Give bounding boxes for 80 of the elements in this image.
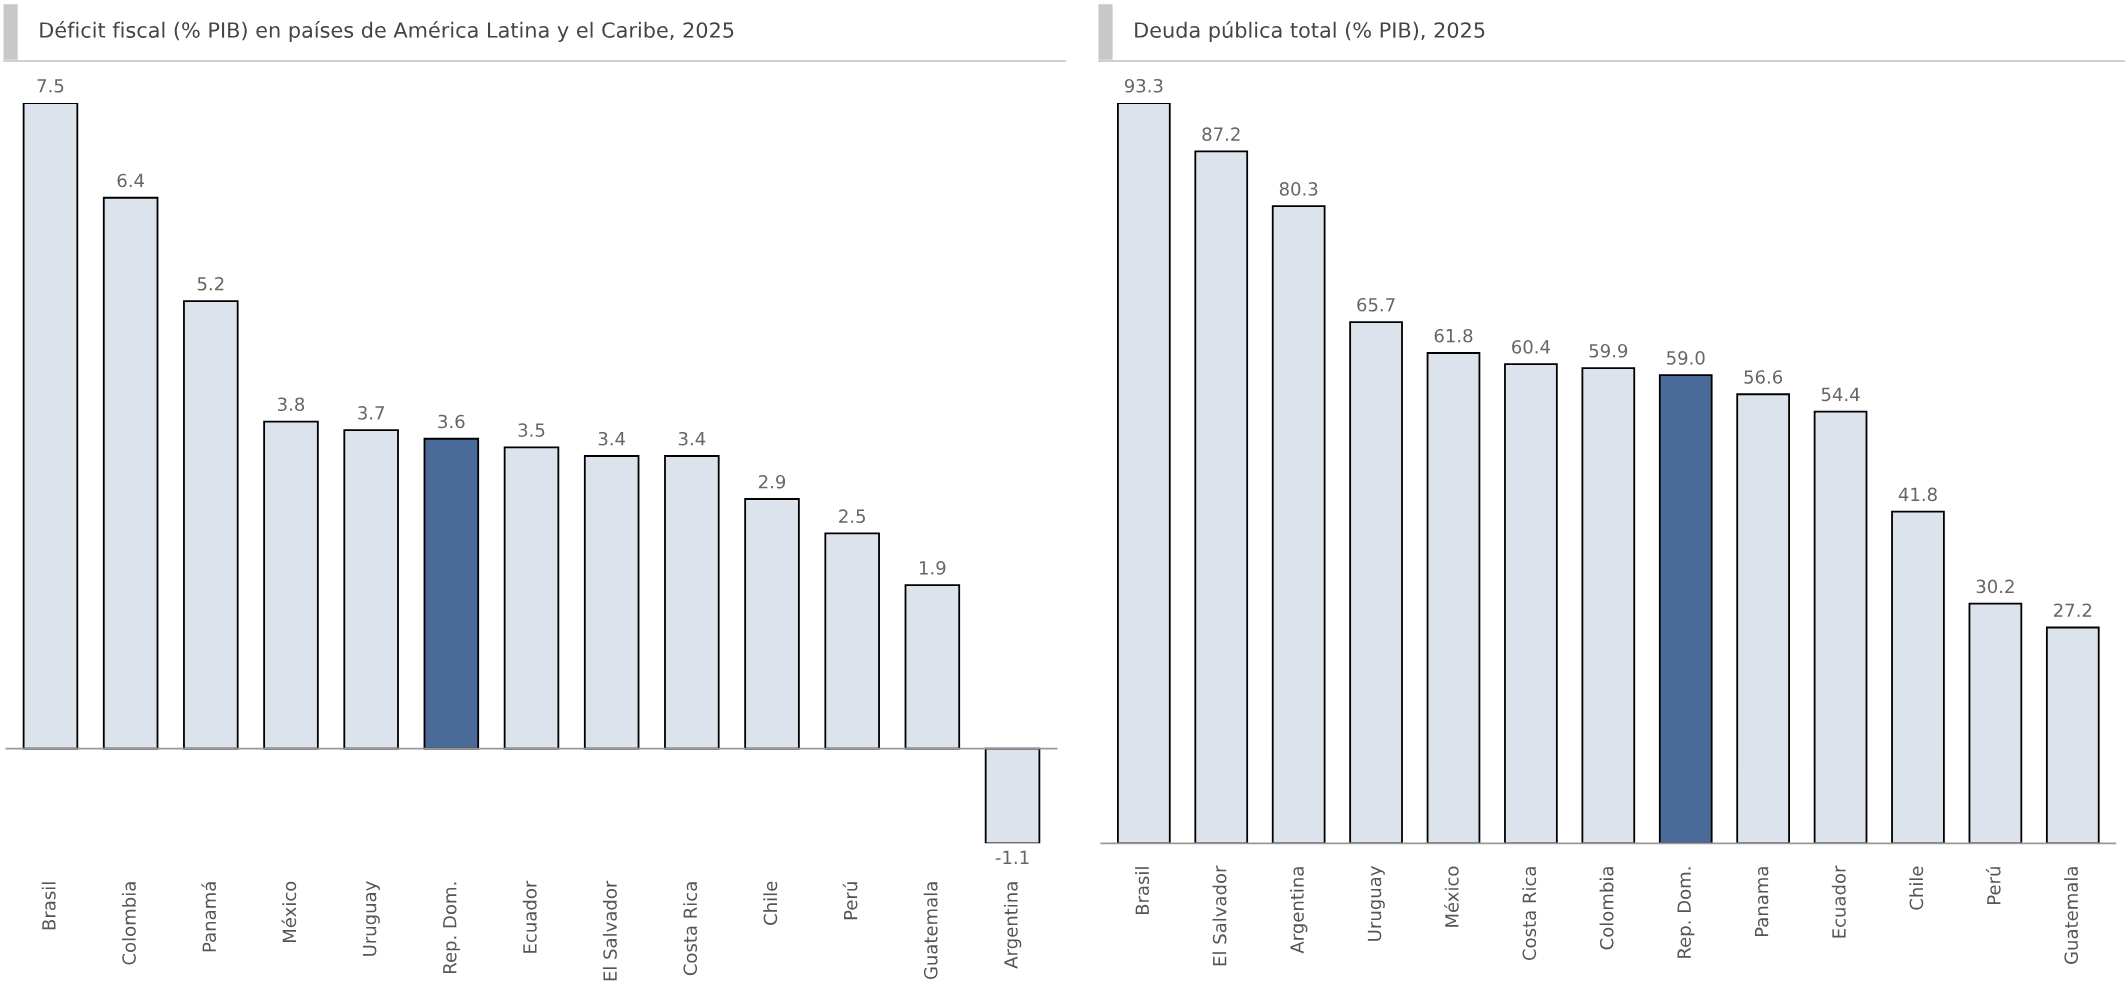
x-tick-label: Panamá xyxy=(201,882,217,952)
x-tick-label: Guatemala xyxy=(2064,867,2079,964)
bar xyxy=(2045,626,2100,844)
x-tick-label: Perú xyxy=(842,882,858,920)
chart-title: Déficit fiscal (% PIB) en países de América Latina y el Caribe, 2025 xyxy=(40,20,734,42)
x-tick-label: Colombia xyxy=(1599,867,1614,950)
data-label: 59.0 xyxy=(1667,351,1705,365)
x-tick-label: Uruguay xyxy=(362,881,380,956)
bar xyxy=(1349,321,1403,844)
data-label: 93.3 xyxy=(1124,78,1163,93)
x-tick-label: Uruguay xyxy=(1367,866,1385,941)
bar xyxy=(1968,602,2023,844)
x-tick-label: México xyxy=(281,881,297,942)
data-label: 3.4 xyxy=(598,431,626,446)
data-label: 3.6 xyxy=(438,414,465,429)
data-label: 61.8 xyxy=(1434,328,1473,343)
bar xyxy=(343,429,399,750)
data-label: 80.3 xyxy=(1279,182,1318,196)
bar xyxy=(744,498,800,750)
x-tick-label: Argentina xyxy=(1003,882,1022,969)
data-label: 3.8 xyxy=(278,397,305,412)
x-tick-label: El Salvador xyxy=(1212,865,1227,966)
x-tick-label: Chile xyxy=(1909,866,1924,910)
data-label: 3.4 xyxy=(678,431,706,446)
x-tick-label: Costa Rica xyxy=(1522,867,1537,961)
bar xyxy=(824,532,880,750)
bar xyxy=(1117,103,1171,844)
x-tick-label: Guatemala xyxy=(923,882,938,980)
data-label: -1.1 xyxy=(995,850,1029,865)
data-label: 41.8 xyxy=(1898,487,1937,502)
x-tick-label: Brasil xyxy=(1135,867,1150,915)
data-label: 65.7 xyxy=(1357,297,1395,312)
bar xyxy=(503,446,560,750)
x-tick-label: México xyxy=(1444,866,1459,927)
x-tick-label: Perú xyxy=(1985,867,2001,904)
bar xyxy=(984,747,1041,844)
bar xyxy=(1813,410,1868,844)
data-label: 3.5 xyxy=(518,423,545,437)
x-tick-label: Rep. Dom. xyxy=(1677,867,1695,958)
bar xyxy=(583,455,640,750)
bar xyxy=(1194,150,1249,844)
bar xyxy=(263,420,319,750)
bar xyxy=(423,437,480,750)
data-label: 59.9 xyxy=(1589,343,1628,358)
data-label: 87.2 xyxy=(1202,127,1240,141)
bar xyxy=(1426,352,1481,844)
data-label: 5.2 xyxy=(197,276,224,291)
x-tick-label: Ecuador xyxy=(1831,865,1846,938)
bar xyxy=(1891,510,1945,844)
x-tick-label: Chile xyxy=(763,881,778,925)
data-label: 30.2 xyxy=(1976,579,2014,594)
bar xyxy=(1271,205,1326,844)
bar xyxy=(1658,374,1713,844)
x-tick-label: Ecuador xyxy=(522,880,537,953)
x-tick-label: Colombia xyxy=(121,882,136,965)
data-label: 3.7 xyxy=(358,406,384,420)
data-label: 1.9 xyxy=(919,561,946,575)
data-label: 7.5 xyxy=(37,79,64,93)
bar xyxy=(1736,393,1790,844)
data-label: 2.5 xyxy=(839,509,865,524)
data-label: 60.4 xyxy=(1512,339,1550,354)
bar xyxy=(904,584,961,750)
x-tick-label: Brasil xyxy=(41,882,56,930)
bar xyxy=(183,300,239,750)
x-tick-label: El Salvador xyxy=(602,880,617,981)
data-label: 6.4 xyxy=(117,173,144,188)
bar xyxy=(22,103,79,750)
data-label: 27.2 xyxy=(2054,603,2092,617)
x-tick-label: Rep. Dom. xyxy=(443,882,461,973)
bar xyxy=(664,455,720,750)
data-label: 54.4 xyxy=(1821,387,1860,402)
chart-title: Deuda pública total (% PIB), 2025 xyxy=(1135,20,1485,42)
data-label: 2.9 xyxy=(758,474,786,489)
bar xyxy=(1581,367,1636,844)
bar xyxy=(1504,363,1558,844)
x-tick-label: Costa Rica xyxy=(683,882,698,976)
x-tick-label: Argentina xyxy=(1289,867,1308,954)
x-tick-label: Panama xyxy=(1754,867,1769,937)
bar xyxy=(102,196,159,750)
data-label: 56.6 xyxy=(1744,370,1783,384)
